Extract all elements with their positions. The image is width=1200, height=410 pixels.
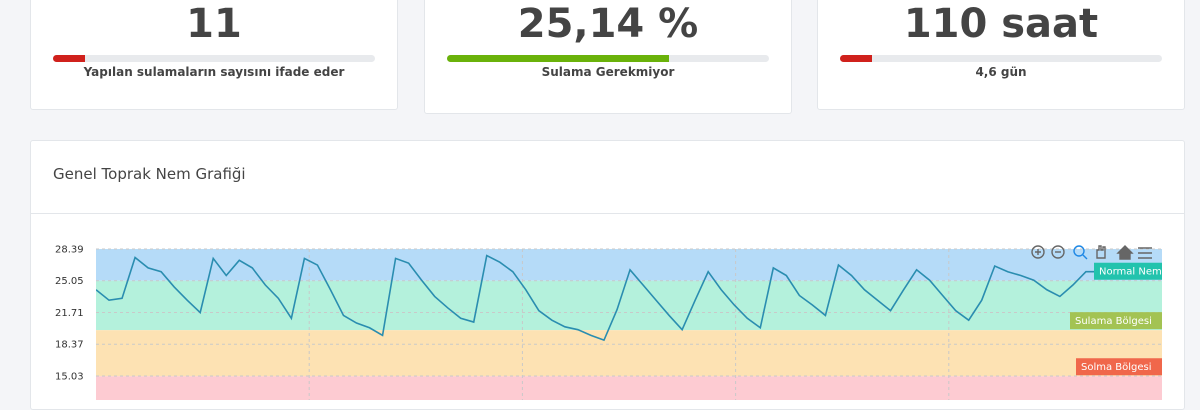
band-label-box (1094, 262, 1162, 280)
y-tick-label: 18.37 (55, 340, 84, 351)
data-line (96, 254, 1126, 342)
stat-subtitle: Sulama Gerekmiyor (541, 65, 675, 79)
stat-subtitle: Yapılan sulamaların sayısını ifade eder (83, 65, 345, 79)
progress-fill (53, 55, 86, 62)
zoom-in[interactable] (1031, 245, 1045, 259)
plot-band (96, 330, 1162, 377)
reset[interactable] (1116, 245, 1134, 260)
zoom-out[interactable] (1051, 245, 1065, 259)
plot-band (96, 249, 1162, 281)
chart-title: Genel Toprak Nem Grafiği (53, 165, 246, 183)
y-tick-label: 28.39 (55, 245, 84, 256)
progress-fill (447, 55, 670, 62)
band-label: Normal Nem (1094, 262, 1162, 280)
stat-value: 11 (186, 1, 242, 47)
divider (31, 213, 1184, 214)
menu[interactable] (1138, 247, 1152, 259)
stat-subtitle: 4,6 gün (975, 65, 1027, 79)
band-label-text: Sulama Bölgesi (1075, 316, 1152, 327)
stat-card: 110 saat 4,6 gün (817, 0, 1185, 110)
y-tick-label: 15.03 (55, 371, 84, 382)
stat-value: 110 saat (903, 1, 1099, 47)
progress-track (53, 55, 375, 62)
band-label-box (1076, 358, 1162, 376)
progress-track (840, 55, 1162, 62)
zoom[interactable] (1073, 245, 1085, 257)
band-label-text: Solma Bölgesi (1081, 362, 1152, 373)
toolbar[interactable] (1031, 245, 1152, 260)
progress-track (447, 55, 769, 62)
band-label-box (1070, 312, 1162, 330)
plot-band (96, 376, 1162, 400)
chart: 28.39 25.05 21.71 18.37 15.03 Normal Nem Sulam… (55, 245, 1162, 400)
stat-card: 11 Yapılan sulamaların sayısını ifade ed… (30, 0, 398, 110)
progress-fill (840, 55, 873, 62)
stat-value: 25,14 % (517, 1, 699, 47)
y-tick-label: 21.71 (55, 308, 84, 319)
y-tick-label: 25.05 (55, 276, 84, 287)
stat-card: 25,14 % Sulama Gerekmiyor (424, 0, 792, 114)
band-label-text: Normal Nem (1099, 267, 1162, 278)
plot-band (96, 280, 1162, 331)
band-label: Solma Bölgesi (1076, 358, 1162, 376)
band-label: Sulama Bölgesi (1070, 312, 1162, 330)
page: 11 Yapılan sulamaların sayısını ifade ed… (30, 0, 1185, 410)
pan[interactable] (1096, 245, 1106, 259)
